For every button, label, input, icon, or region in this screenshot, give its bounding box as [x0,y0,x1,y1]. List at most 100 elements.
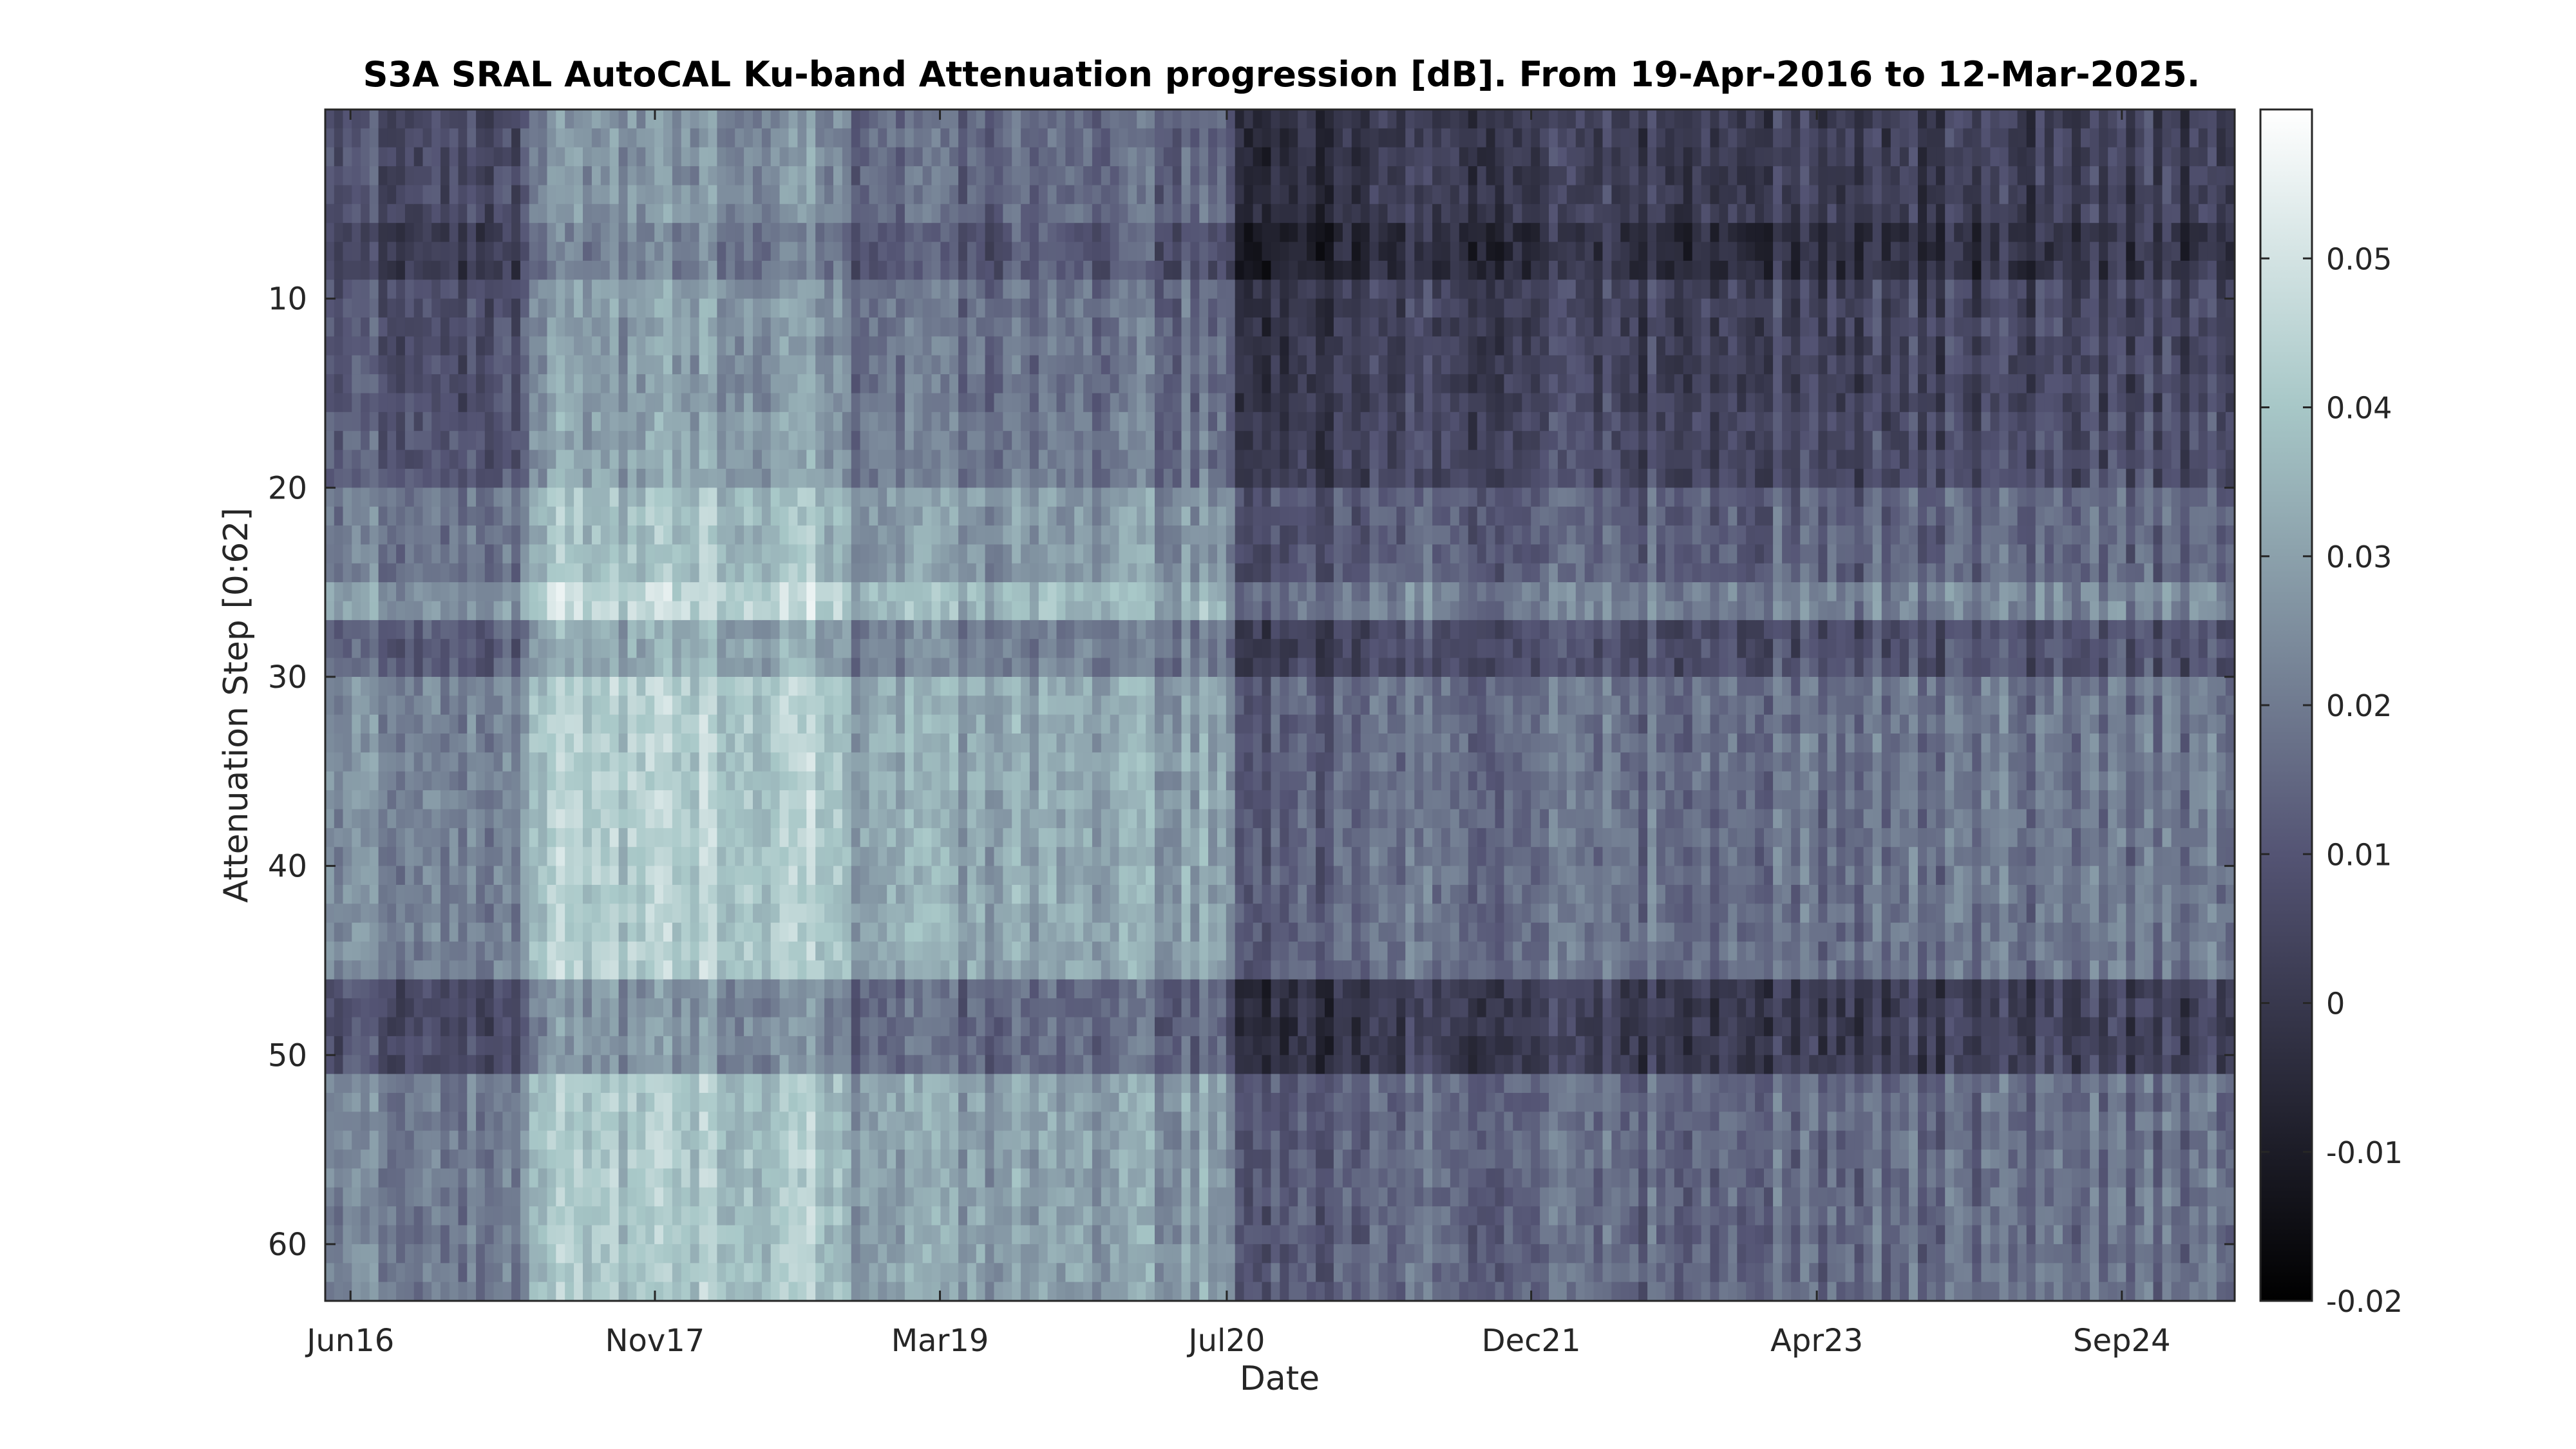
heatmap-cell [334,885,344,904]
heatmap-cell [994,336,1003,356]
heatmap-cell [529,752,539,772]
heatmap-cell [717,904,726,923]
heatmap-cell [663,1093,673,1112]
heatmap-cell [502,922,512,942]
heatmap-cell [1029,355,1039,375]
heatmap-cell [940,601,950,621]
heatmap-cell [788,639,798,659]
heatmap-cell [493,601,503,621]
heatmap-cell [325,809,335,829]
heatmap-cell [627,960,637,980]
heatmap-cell [396,1112,406,1132]
heatmap-cell [1003,1036,1012,1056]
heatmap-cell [484,431,495,451]
heatmap-cell [361,1036,370,1056]
heatmap-cell [797,1017,807,1037]
heatmap-cell [369,185,379,205]
heatmap-cell [361,204,370,223]
heatmap-cell [565,885,574,904]
heatmap-cell [851,260,861,280]
heatmap-cell [878,1017,887,1037]
heatmap-cell [869,563,878,583]
heatmap-cell [476,1130,486,1150]
heatmap-cell [672,431,682,451]
heatmap-cell [449,223,459,243]
heatmap-cell [636,847,646,867]
heatmap-cell [334,488,344,507]
heatmap-cell [591,1036,601,1056]
heatmap-cell [1003,942,1012,961]
heatmap-cell [753,317,762,337]
heatmap-cell [761,412,772,431]
heatmap-cell [654,734,664,753]
heatmap-cell [343,544,352,564]
heatmap-cell [753,1187,762,1207]
heatmap-cell [361,979,370,999]
heatmap-cell [627,809,637,829]
heatmap-cell [325,128,335,148]
heatmap-cell [940,639,950,659]
heatmap-cell [422,771,432,791]
heatmap-cell [547,942,556,961]
heatmap-cell [869,336,878,356]
heatmap-cell [1021,771,1030,791]
heatmap-cell [1029,279,1039,299]
heatmap-cell [931,1017,941,1037]
heatmap-cell [896,1074,905,1094]
heatmap-cell [547,336,556,356]
heatmap-cell [583,166,592,186]
heatmap-cell [690,658,700,677]
heatmap-cell [352,109,361,129]
heatmap-cell [636,1168,646,1188]
heatmap-cell [574,355,583,375]
heatmap-cell [609,393,620,413]
heatmap-cell [753,1150,762,1170]
heatmap-cell [797,904,807,923]
heatmap-cell [431,1130,441,1150]
heatmap-cell [476,904,486,923]
heatmap-cell [574,1130,583,1150]
heatmap-cell [396,374,406,394]
heatmap-cell [600,260,611,280]
heatmap-cell [735,639,744,659]
heatmap-cell [654,696,664,715]
heatmap-cell [467,696,477,715]
heatmap-cell [609,828,620,848]
heatmap-cell [1012,298,1021,318]
heatmap-cell [484,866,495,886]
heatmap-cell [726,1150,735,1170]
heatmap-cell [976,922,986,942]
heatmap-cell [449,336,459,356]
heatmap-cell [699,734,709,753]
heatmap-cell [726,714,735,734]
heatmap-cell [913,544,923,564]
heatmap-cell [600,1112,611,1132]
heatmap-cell [654,279,664,299]
heatmap-cell [654,1017,664,1037]
heatmap-cell [1021,563,1030,583]
heatmap-cell [753,488,762,507]
heatmap-cell [591,1263,601,1283]
heatmap-cell [931,847,941,867]
heatmap-cell [753,696,762,715]
heatmap-cell [467,677,477,696]
heatmap-cell [735,1074,744,1094]
heatmap-cell [779,109,790,129]
heatmap-cell [878,601,887,621]
heatmap-cell [618,904,629,923]
heatmap-cell [904,128,914,148]
heatmap-cell [431,828,441,848]
heatmap-cell [654,374,664,394]
heatmap-cell [833,904,843,923]
heatmap-cell [387,847,397,867]
heatmap-cell [663,393,673,413]
heatmap-cell [334,771,344,791]
heatmap-cell [949,1150,959,1170]
heatmap-cell [565,1017,574,1037]
heatmap-cell [449,317,459,337]
heatmap-cell [940,790,950,810]
heatmap-cell [458,488,468,507]
heatmap-cell [904,1017,914,1037]
heatmap-cell [788,658,798,677]
heatmap-cell [574,790,583,810]
